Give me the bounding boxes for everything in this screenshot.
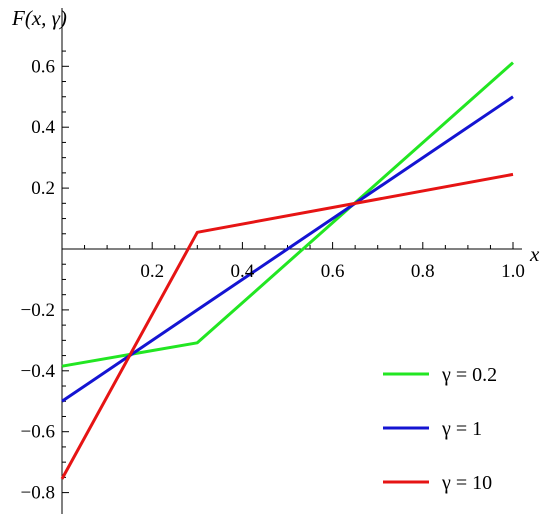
legend-label-0: γ = 0.2 bbox=[441, 364, 497, 386]
x-tick-label: 0.6 bbox=[321, 261, 345, 282]
series-line-1 bbox=[61, 95, 514, 403]
axes bbox=[61, 8, 522, 514]
legend-label-2: γ = 10 bbox=[441, 472, 492, 494]
y-tick-label: −0.6 bbox=[21, 422, 55, 443]
x-tick-label: 0.8 bbox=[411, 261, 435, 282]
x-tick-label: 0.4 bbox=[231, 261, 255, 282]
x-tick-label: 0.2 bbox=[140, 261, 164, 282]
tick-labels: 0.2 0.4 0.6 0.8 1.0 −0.8 −0.6 −0.4 −0.2 0.2 0.4 0.6 bbox=[21, 56, 525, 503]
series-line-0 bbox=[61, 61, 514, 368]
y-tick-label: 0.6 bbox=[31, 56, 55, 77]
y-tick-label: −0.4 bbox=[21, 361, 56, 382]
series-lines bbox=[60, 61, 514, 480]
series-line-2 bbox=[60, 172, 514, 480]
y-tick-label: 0.4 bbox=[31, 117, 55, 138]
legend: γ = 0.2 γ = 1 γ = 10 bbox=[383, 364, 497, 494]
legend-label-1: γ = 1 bbox=[441, 418, 482, 440]
y-tick-label: −0.2 bbox=[21, 300, 55, 321]
y-tick-label: 0.2 bbox=[31, 178, 55, 199]
x-tick-label: 1.0 bbox=[501, 261, 525, 282]
y-axis-label: F(x, γ) bbox=[11, 6, 67, 30]
x-axis-label: x bbox=[529, 242, 540, 266]
y-tick-label: −0.8 bbox=[21, 483, 55, 504]
